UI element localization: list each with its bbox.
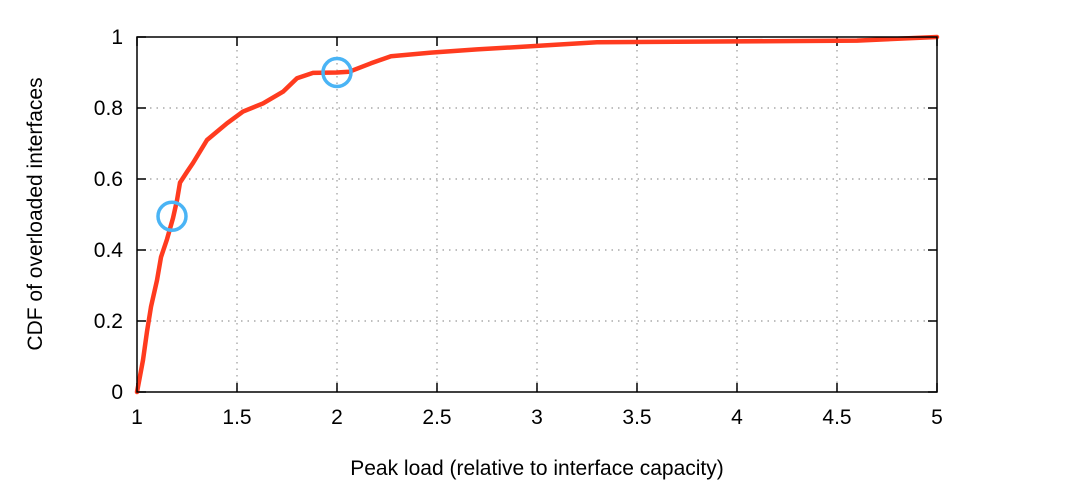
- x-tick-label: 5: [931, 406, 943, 429]
- x-tick-label: 3.5: [622, 406, 651, 429]
- series-layer: [134, 34, 940, 395]
- x-axis-label: Peak load (relative to interface capacit…: [350, 457, 724, 480]
- y-tick-label: 0.4: [94, 239, 124, 262]
- ticks: 1 1.5 2 2.5 3 3.5 4 4.5 5 0 0.2 0.4 0.6 0.8 1: [94, 26, 943, 429]
- y-tick-label: 0.6: [94, 168, 123, 191]
- x-tick-label: 4: [731, 406, 743, 429]
- y-tick-label: 1: [111, 26, 123, 49]
- y-axis-label: CDF of overloaded interfaces: [24, 77, 47, 350]
- x-tick-label: 3: [531, 406, 543, 429]
- y-tick-label: 0.2: [94, 310, 123, 333]
- y-tick-label: 0: [111, 381, 123, 404]
- x-tick-label: 1.5: [222, 406, 251, 429]
- highlight-circle: [156, 200, 188, 233]
- annotations: [156, 56, 353, 233]
- x-tick-label: 4.5: [822, 406, 851, 429]
- cdf-line: [134, 34, 940, 395]
- y-tick-label: 0.8: [94, 97, 123, 120]
- x-tick-label: 1: [131, 406, 143, 429]
- x-tick-label: 2: [331, 406, 343, 429]
- plot-frame: [136, 36, 938, 393]
- highlight-circle: [321, 56, 353, 89]
- grid: [137, 37, 937, 392]
- x-tick-label: 2.5: [422, 406, 451, 429]
